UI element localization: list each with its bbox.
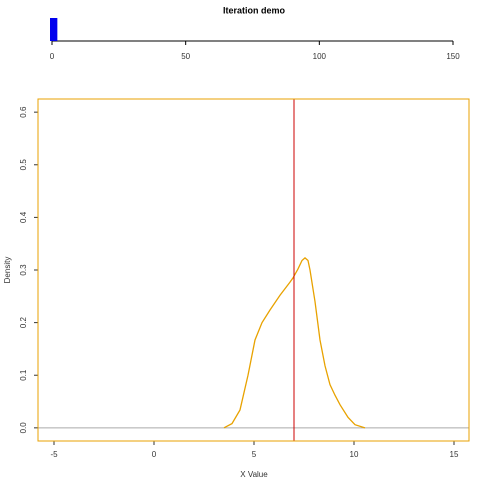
x-tick-label: 0 xyxy=(50,52,55,61)
x-axis-label: X Value xyxy=(240,470,268,479)
progress-bar xyxy=(50,18,58,41)
plot-frame xyxy=(37,98,470,442)
y-tick-label: 0.2 xyxy=(19,317,28,329)
y-axis-label: Density xyxy=(3,257,12,284)
chart-title: Iteration demo xyxy=(223,5,286,15)
x-tick-label: 150 xyxy=(446,52,460,61)
density-line xyxy=(223,257,366,429)
x-tick-label: 0 xyxy=(152,450,157,459)
x-tick-label: 50 xyxy=(181,52,190,61)
x-tick-label: -5 xyxy=(50,450,58,459)
x-tick-label: 100 xyxy=(313,52,327,61)
y-tick-label: 0.1 xyxy=(19,369,28,381)
x-tick-label: 5 xyxy=(252,450,257,459)
y-tick-label: 0.0 xyxy=(19,422,28,434)
y-tick-label: 0.6 xyxy=(19,106,28,118)
x-tick-label: 15 xyxy=(450,450,459,459)
x-tick-label: 10 xyxy=(350,450,359,459)
y-tick-label: 0.4 xyxy=(19,211,28,223)
y-tick-label: 0.5 xyxy=(19,159,28,171)
y-tick-label: 0.3 xyxy=(19,264,28,276)
